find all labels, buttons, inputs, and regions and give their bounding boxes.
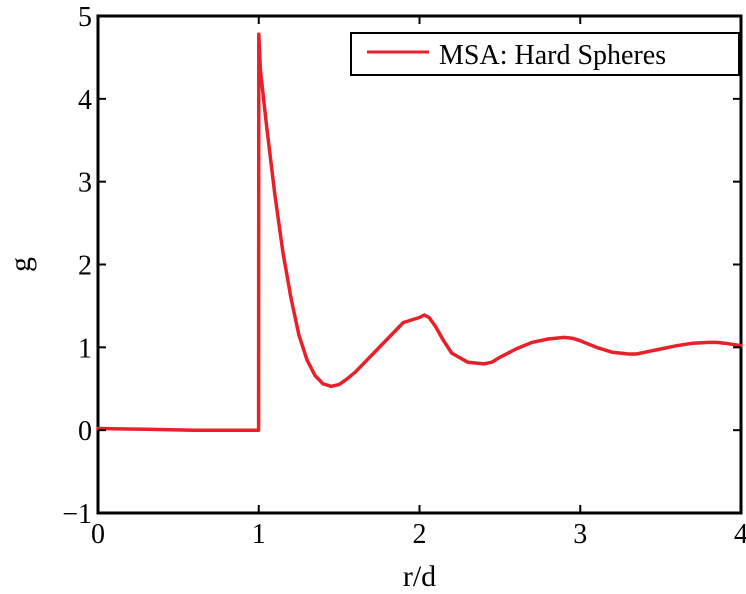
- y-axis-label: g: [4, 257, 37, 272]
- legend: MSA: Hard Spheres: [350, 32, 740, 76]
- plot-area: [96, 14, 743, 515]
- x-tick-label: 4: [734, 519, 746, 550]
- y-tick-label: −1: [62, 499, 92, 530]
- y-tick-label: 5: [78, 2, 92, 33]
- x-tick-label: 2: [413, 519, 427, 550]
- y-tick-label: 0: [78, 416, 92, 447]
- legend-label: MSA: Hard Spheres: [439, 40, 666, 71]
- y-tick-label: 2: [78, 251, 92, 282]
- x-tick-label: 3: [573, 519, 587, 550]
- y-tick-label: 3: [78, 168, 92, 199]
- x-tick-label: 1: [252, 519, 266, 550]
- legend-box: [350, 32, 740, 76]
- plot-frame: [96, 14, 743, 515]
- y-tick-label: 1: [78, 333, 92, 364]
- x-tick-label: 0: [91, 519, 105, 550]
- series-line-0: [96, 32, 743, 432]
- y-tick-label: 4: [78, 85, 92, 116]
- x-axis-label: r/d: [403, 560, 436, 593]
